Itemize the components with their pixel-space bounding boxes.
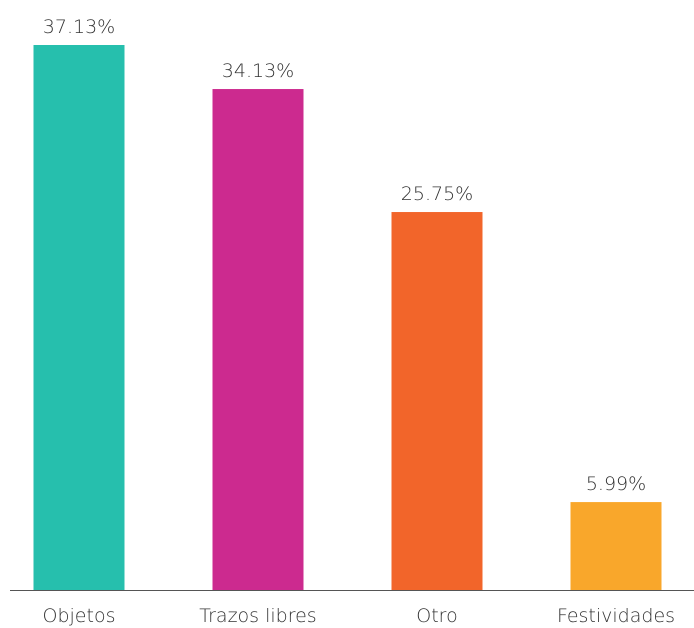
bar	[570, 502, 662, 590]
value-label: 25.75%	[401, 183, 473, 205]
value-label: 37.13%	[43, 16, 115, 38]
category-label: Trazos libres	[199, 605, 316, 627]
bar	[391, 212, 483, 591]
value-label: 34.13%	[222, 60, 294, 82]
bar	[33, 45, 125, 590]
bar	[212, 89, 304, 590]
category-label: Otro	[416, 605, 457, 627]
value-label: 5.99%	[586, 473, 646, 495]
category-label: Objetos	[43, 605, 116, 627]
category-label: Festividades	[557, 605, 675, 627]
